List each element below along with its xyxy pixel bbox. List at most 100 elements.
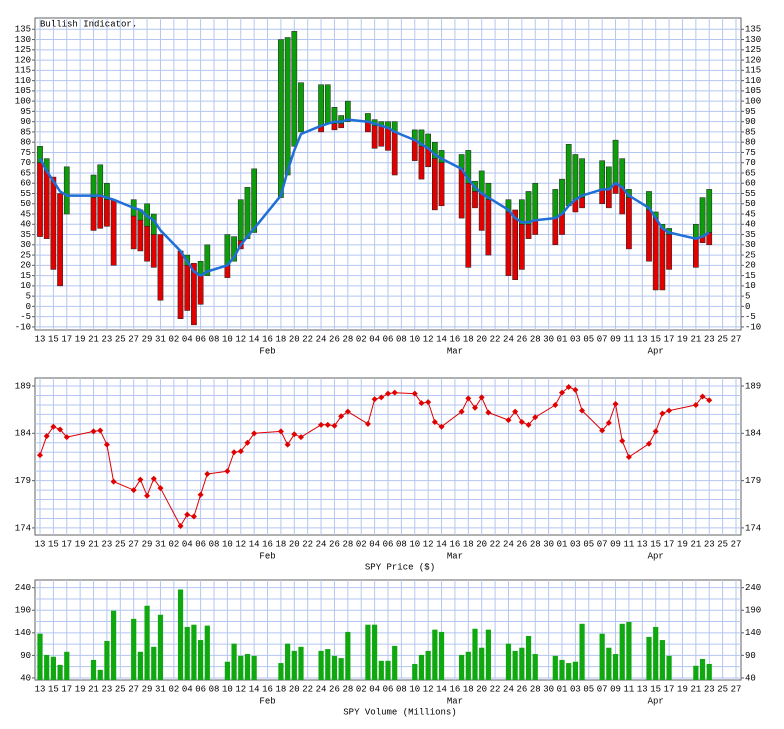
price-point xyxy=(425,399,432,406)
x-tick-label: 13 xyxy=(637,684,648,694)
volume-bar xyxy=(425,650,431,680)
y-tick-label: 90 xyxy=(20,117,31,127)
y-tick-label: 65 xyxy=(20,168,31,178)
y-tick-label: 240 xyxy=(15,583,31,593)
volume-bar xyxy=(37,633,43,680)
volume-bar xyxy=(459,654,465,680)
volume-bar xyxy=(525,635,532,680)
x-tick-label: 17 xyxy=(664,684,675,694)
y-tick-label: 184 xyxy=(745,429,761,439)
price-point xyxy=(699,393,706,400)
x-tick-label: 18 xyxy=(463,334,474,344)
range-bar xyxy=(324,84,331,124)
range-bar xyxy=(284,37,291,176)
y-tick-label: -10 xyxy=(745,322,761,332)
x-tick-label: 06 xyxy=(383,334,394,344)
price-point xyxy=(110,478,117,485)
x-axis-label: SPY Volume (Millions) xyxy=(343,707,456,717)
x-tick-label: 02 xyxy=(168,684,179,694)
range-bar xyxy=(706,189,713,233)
x-tick-label: 24 xyxy=(503,334,514,344)
volume-bar xyxy=(599,633,605,680)
volume-bar xyxy=(365,624,371,680)
y-tick-label: 90 xyxy=(745,651,756,661)
range-bar xyxy=(50,176,57,270)
range-bar xyxy=(318,84,324,127)
y-tick-label: 80 xyxy=(20,138,31,148)
volume-bar xyxy=(318,650,324,680)
volume-bar xyxy=(699,659,706,680)
volume-bar xyxy=(579,623,585,680)
price-point xyxy=(706,397,713,404)
y-tick-label: 55 xyxy=(20,189,31,199)
price-point xyxy=(244,439,251,446)
volume-bar xyxy=(57,664,63,680)
range-bar xyxy=(532,182,539,221)
x-tick-label: 06 xyxy=(195,539,206,549)
x-tick-label: 25 xyxy=(717,539,728,549)
y-tick-label: 140 xyxy=(15,628,31,638)
x-tick-label: 29 xyxy=(142,334,153,344)
volume-bar xyxy=(198,640,204,680)
y-tick-label: -10 xyxy=(15,322,31,332)
y-tick-label: 90 xyxy=(745,117,756,127)
x-tick-label: 31 xyxy=(155,684,166,694)
range-bar xyxy=(57,193,63,287)
x-tick-label: 14 xyxy=(249,334,260,344)
volume-bar xyxy=(626,621,632,680)
volume-bar xyxy=(191,624,197,680)
range-bar xyxy=(438,162,445,207)
x-tick-label: 30 xyxy=(543,334,554,344)
x-tick-label: 15 xyxy=(650,334,661,344)
price-point xyxy=(458,408,465,415)
x-tick-label: 01 xyxy=(557,334,568,344)
x-tick-label: 19 xyxy=(677,334,688,344)
range-bar xyxy=(579,197,585,209)
range-bar xyxy=(699,197,706,237)
x-tick-label: 27 xyxy=(731,539,742,549)
y-tick-label: 125 xyxy=(15,45,31,55)
y-tick-label: 125 xyxy=(745,45,761,55)
price-point xyxy=(559,389,565,396)
price-point xyxy=(284,441,291,448)
y-tick-label: 179 xyxy=(15,476,31,486)
x-tick-label: 23 xyxy=(102,334,113,344)
y-tick-label: 130 xyxy=(745,35,761,45)
range-bar xyxy=(512,209,519,280)
y-tick-label: 0 xyxy=(26,302,31,312)
x-tick-label: 26 xyxy=(329,539,340,549)
range-bar xyxy=(137,219,144,252)
range-bar xyxy=(552,189,559,219)
range-bar xyxy=(251,168,258,233)
range-bar xyxy=(157,234,164,301)
y-tick-label: 75 xyxy=(745,148,756,158)
x-tick-label: 20 xyxy=(476,684,487,694)
x-tick-label: 31 xyxy=(155,334,166,344)
x-tick-label: 14 xyxy=(249,684,260,694)
volume-bar xyxy=(224,661,230,680)
volume-bar xyxy=(291,650,297,680)
price-point xyxy=(371,396,378,403)
month-label: Mar xyxy=(447,551,463,561)
volume-bar xyxy=(285,643,291,680)
x-tick-label: 02 xyxy=(356,684,367,694)
volume-bar xyxy=(479,647,485,680)
x-tick-label: 22 xyxy=(302,334,313,344)
x-tick-label: 17 xyxy=(664,334,675,344)
volume-bar xyxy=(44,654,50,680)
volume-bar xyxy=(338,658,344,680)
volume-bar xyxy=(512,650,518,680)
x-tick-label: 13 xyxy=(35,539,46,549)
x-tick-label: 27 xyxy=(128,334,139,344)
x-tick-label: 23 xyxy=(704,684,715,694)
x-tick-label: 10 xyxy=(222,334,233,344)
x-tick-label: 06 xyxy=(195,684,206,694)
y-tick-label: 10 xyxy=(745,281,756,291)
range-bar xyxy=(599,160,606,190)
month-label: Feb xyxy=(259,551,275,561)
x-tick-label: 28 xyxy=(342,684,353,694)
y-tick-label: -5 xyxy=(745,312,756,322)
range-bar xyxy=(331,123,338,131)
volume-bar xyxy=(485,629,491,680)
x-tick-label: 28 xyxy=(342,334,353,344)
